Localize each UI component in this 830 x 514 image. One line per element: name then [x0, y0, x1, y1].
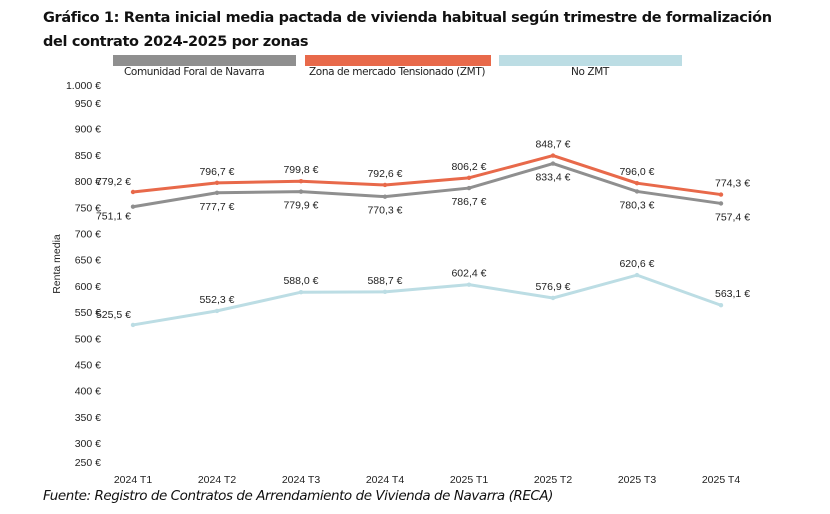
data-point: [130, 189, 136, 195]
data-label: 779,9 €: [283, 200, 318, 212]
data-point: [382, 194, 388, 199]
source-note: Fuente: Registro de Contratos de Arrenda…: [43, 488, 553, 504]
data-point: [214, 308, 220, 314]
data-label: 796,7 €: [199, 166, 234, 178]
data-label: 588,7 €: [367, 275, 402, 287]
data-label: 576,9 €: [535, 281, 570, 293]
data-point: [382, 182, 388, 188]
data-point: [718, 192, 724, 197]
data-label: 588,0 €: [283, 275, 318, 287]
data-label: 552,3 €: [199, 294, 234, 306]
data-label: 792,6 €: [367, 168, 402, 180]
y-tick-label: 300 €: [75, 438, 101, 450]
data-label: 777,7 €: [199, 201, 234, 213]
data-point: [466, 185, 472, 191]
data-point: [550, 153, 556, 158]
data-label: 770,3 €: [367, 205, 402, 217]
y-tick-label: 600 €: [75, 281, 101, 293]
series-lines: [130, 153, 724, 328]
series-line-2: [132, 273, 722, 327]
y-tick-label: 950 €: [75, 98, 101, 110]
data-point: [634, 180, 640, 186]
data-label: 602,4 €: [451, 268, 486, 280]
data-label: 620,6 €: [619, 258, 654, 270]
data-labels: 751,1 € 777,7 € 779,9 € 770,3 € 786,7 € 833,4…: [96, 139, 750, 321]
x-tick-label: 2025 T3: [618, 474, 656, 486]
data-label: 796,0 €: [619, 166, 654, 178]
data-point: [214, 180, 220, 186]
legend-swatch-zmt: [305, 55, 491, 66]
legend-label-navarra: Comunidad Foral de Navarra: [124, 66, 265, 78]
data-label: 786,7 €: [451, 196, 486, 208]
data-label: 757,4 €: [715, 211, 750, 223]
data-label: 780,3 €: [619, 199, 654, 211]
data-label: 779,2 €: [96, 176, 131, 188]
data-label: 563,1 €: [715, 288, 750, 300]
chart-title-line-1: Gráfico 1: Renta inicial media pactada d…: [43, 10, 772, 26]
legend-label-zmt: Zona de mercado Tensionado (ZMT): [309, 66, 486, 78]
data-point: [298, 189, 304, 194]
data-label: 806,2 €: [451, 161, 486, 173]
data-point: [382, 289, 388, 295]
x-tick-label: 2025 T2: [534, 474, 572, 486]
x-tick-label: 2024 T2: [198, 474, 236, 486]
legend-swatch-no-zmt: [499, 55, 682, 66]
x-tick-label: 2025 T4: [702, 474, 740, 486]
chart-title: Gráfico 1: Renta inicial media pactada d…: [43, 6, 823, 54]
data-label: 525,5 €: [96, 309, 131, 321]
x-tick-label: 2024 T3: [282, 474, 320, 486]
x-axis-ticks: 2024 T1 2024 T2 2024 T3 2024 T4 2025 T1 2025 …: [114, 474, 740, 486]
data-point: [634, 189, 640, 194]
data-point: [466, 282, 472, 287]
data-point: [550, 295, 556, 301]
y-tick-label: 250 €: [75, 457, 101, 469]
data-label: 774,3 €: [715, 178, 750, 190]
y-tick-label: 800 €: [75, 176, 101, 188]
y-tick-label: 850 €: [75, 150, 101, 162]
y-tick-label: 450 €: [75, 360, 101, 372]
series-line-0: [132, 162, 722, 209]
x-tick-label: 2024 T4: [366, 474, 404, 486]
data-point: [718, 201, 724, 206]
y-tick-label: 350 €: [75, 412, 101, 424]
y-tick-label: 750 €: [75, 202, 101, 214]
y-tick-label: 700 €: [75, 229, 101, 241]
y-tick-label: 1.000 €: [66, 80, 101, 92]
y-tick-label: 650 €: [75, 255, 101, 267]
x-tick-label: 2024 T1: [114, 474, 152, 486]
data-point: [634, 272, 640, 278]
data-point: [130, 322, 136, 328]
data-label: 848,7 €: [535, 139, 570, 151]
x-tick-label: 2025 T1: [450, 474, 488, 486]
data-label: 833,4 €: [535, 172, 570, 184]
data-point: [466, 175, 472, 181]
y-tick-label: 400 €: [75, 386, 101, 398]
legend-swatch-navarra: [113, 55, 296, 66]
data-point: [298, 289, 304, 295]
data-label: 751,1 €: [96, 211, 131, 223]
y-tick-label: 500 €: [75, 333, 101, 345]
y-axis-ticks: 250 € 300 € 350 € 400 € 450 € 500 € 550 € 600 €…: [66, 80, 101, 469]
data-point: [550, 161, 556, 166]
chart-title-line-2: del contrato 2024-2025 por zonas: [43, 34, 309, 50]
series-line-1: [132, 154, 722, 197]
data-point: [214, 190, 220, 195]
legend-label-no-zmt: No ZMT: [571, 66, 609, 78]
data-point: [130, 204, 136, 209]
data-point: [718, 303, 724, 308]
y-tick-label: 900 €: [75, 124, 101, 136]
data-point: [298, 179, 304, 184]
y-tick-label: 550 €: [75, 307, 101, 319]
data-label: 799,8 €: [283, 164, 318, 176]
